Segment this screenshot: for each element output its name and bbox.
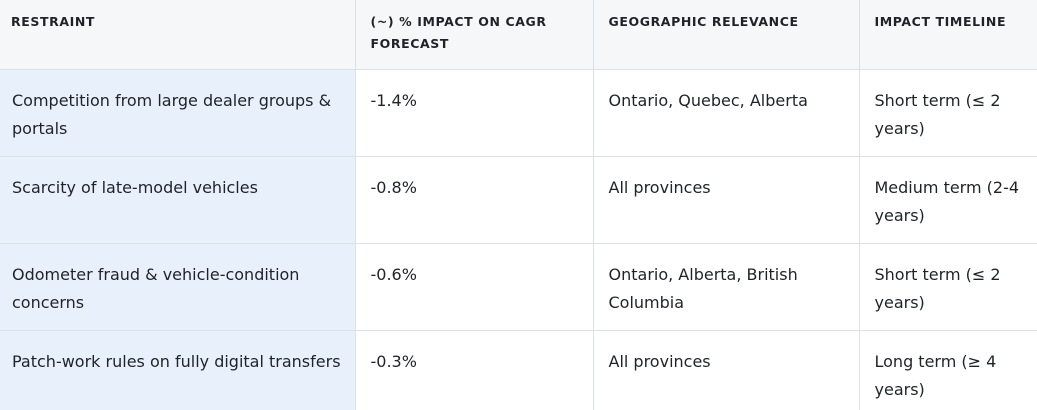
table-row: Odometer fraud & vehicle-condition conce… (0, 243, 1037, 331)
cell-cagr-impact: -0.8% (355, 156, 594, 244)
cell-geographic-relevance: Ontario, Quebec, Alberta (593, 69, 860, 157)
cell-cagr-impact: -0.6% (355, 243, 594, 331)
cell-restraint: Competition from large dealer groups & p… (0, 69, 356, 157)
cell-impact-timeline: Medium term (2-4 years) (859, 156, 1037, 244)
cell-restraint: Scarcity of late-model vehicles (0, 156, 356, 244)
table-row: Patch-work rules on fully digital transf… (0, 330, 1037, 410)
header-row: RESTRAINT (~) % IMPACT ON CAGR FORECAST … (0, 0, 1037, 70)
cell-restraint: Odometer fraud & vehicle-condition conce… (0, 243, 356, 331)
cell-geographic-relevance: Ontario, Alberta, British Columbia (593, 243, 860, 331)
header-restraint: RESTRAINT (0, 0, 356, 70)
header-cagr-impact: (~) % IMPACT ON CAGR FORECAST (355, 0, 594, 70)
table-row: Scarcity of late-model vehicles -0.8% Al… (0, 156, 1037, 244)
table-body: Competition from large dealer groups & p… (0, 69, 1037, 410)
table-header: RESTRAINT (~) % IMPACT ON CAGR FORECAST … (0, 0, 1037, 70)
cell-restraint: Patch-work rules on fully digital transf… (0, 330, 356, 410)
cell-cagr-impact: -1.4% (355, 69, 594, 157)
cell-geographic-relevance: All provinces (593, 156, 860, 244)
cell-geographic-relevance: All provinces (593, 330, 860, 410)
cell-impact-timeline: Short term (≤ 2 years) (859, 243, 1037, 331)
cell-impact-timeline: Long term (≥ 4 years) (874, 351, 997, 399)
table-row: Competition from large dealer groups & p… (0, 69, 1037, 157)
cell-cagr-impact: -0.3% (355, 330, 594, 410)
header-impact-timeline: IMPACT TIMELINE (859, 0, 1037, 70)
header-geographic-relevance: GEOGRAPHIC RELEVANCE (593, 0, 860, 70)
cell-impact-timeline: Short term (≤ 2 years) (859, 69, 1037, 157)
